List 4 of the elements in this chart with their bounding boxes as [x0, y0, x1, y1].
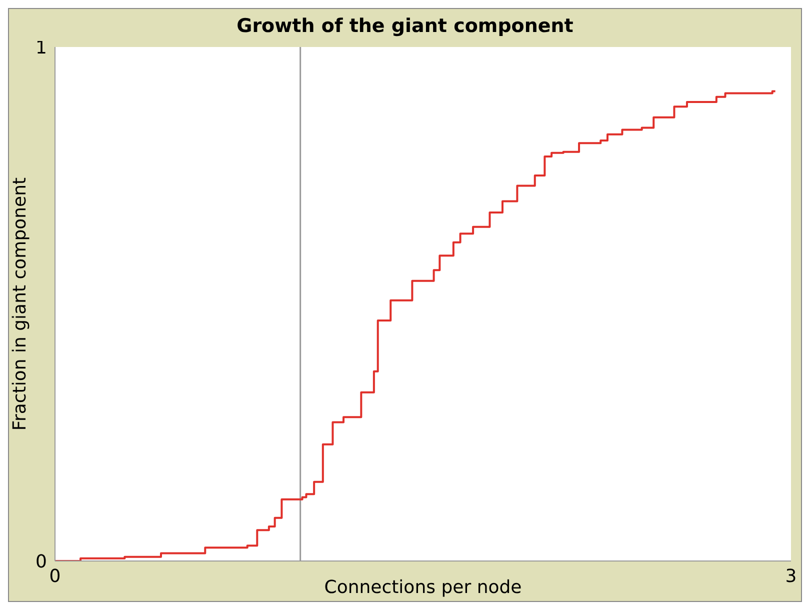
x-tick-label: 3: [785, 566, 797, 587]
x-axis-title: Connections per node: [324, 577, 522, 598]
y-axis-title: Fraction in giant component: [9, 177, 30, 431]
chart-title: Growth of the giant component: [236, 15, 574, 37]
